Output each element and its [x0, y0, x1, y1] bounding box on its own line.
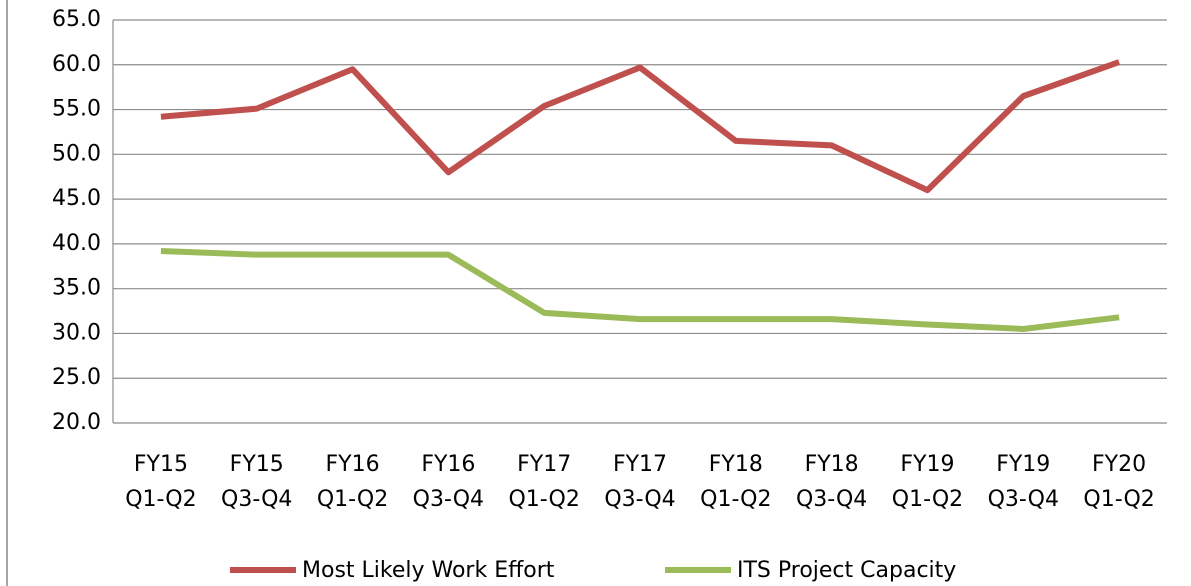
y-tick-label: 65.0 — [52, 7, 101, 32]
y-tick-label: 20.0 — [52, 410, 101, 435]
x-tick-label: FY15 Q3-Q4 — [221, 452, 293, 512]
x-tick-label: FY16 Q1-Q2 — [316, 452, 389, 512]
y-tick-label: 40.0 — [52, 231, 101, 256]
y-tick-label: 55.0 — [52, 97, 101, 122]
x-tick-label: FY19 Q3-Q4 — [987, 452, 1059, 512]
y-tick-label: 45.0 — [52, 186, 101, 211]
chart-frame — [6, 0, 8, 586]
x-tick-label: FY20 Q1-Q2 — [1083, 452, 1155, 512]
x-tick-label: FY19 Q1-Q2 — [891, 452, 964, 512]
x-tick-label: FY17 Q3-Q4 — [604, 452, 676, 512]
x-tick-label: FY18 Q1-Q2 — [700, 452, 772, 512]
x-tick-label: FY16 Q3-Q4 — [412, 452, 485, 512]
y-tick-label: 30.0 — [52, 320, 101, 345]
x-tick-label: FY17 Q1-Q2 — [508, 452, 580, 512]
y-tick-label: 60.0 — [52, 52, 101, 77]
y-tick-label: 25.0 — [52, 365, 101, 390]
line-series — [160, 248, 1120, 332]
x-tick-label: FY15 Q1-Q2 — [125, 452, 197, 512]
y-tick-label: 35.0 — [52, 276, 101, 301]
x-tick-label: FY18 Q3-Q4 — [795, 452, 868, 512]
legend-label: Most Likely Work Effort — [302, 558, 555, 583]
legend-label: ITS Project Capacity — [737, 558, 956, 583]
line-series — [160, 59, 1121, 194]
y-tick-label: 50.0 — [52, 141, 101, 166]
